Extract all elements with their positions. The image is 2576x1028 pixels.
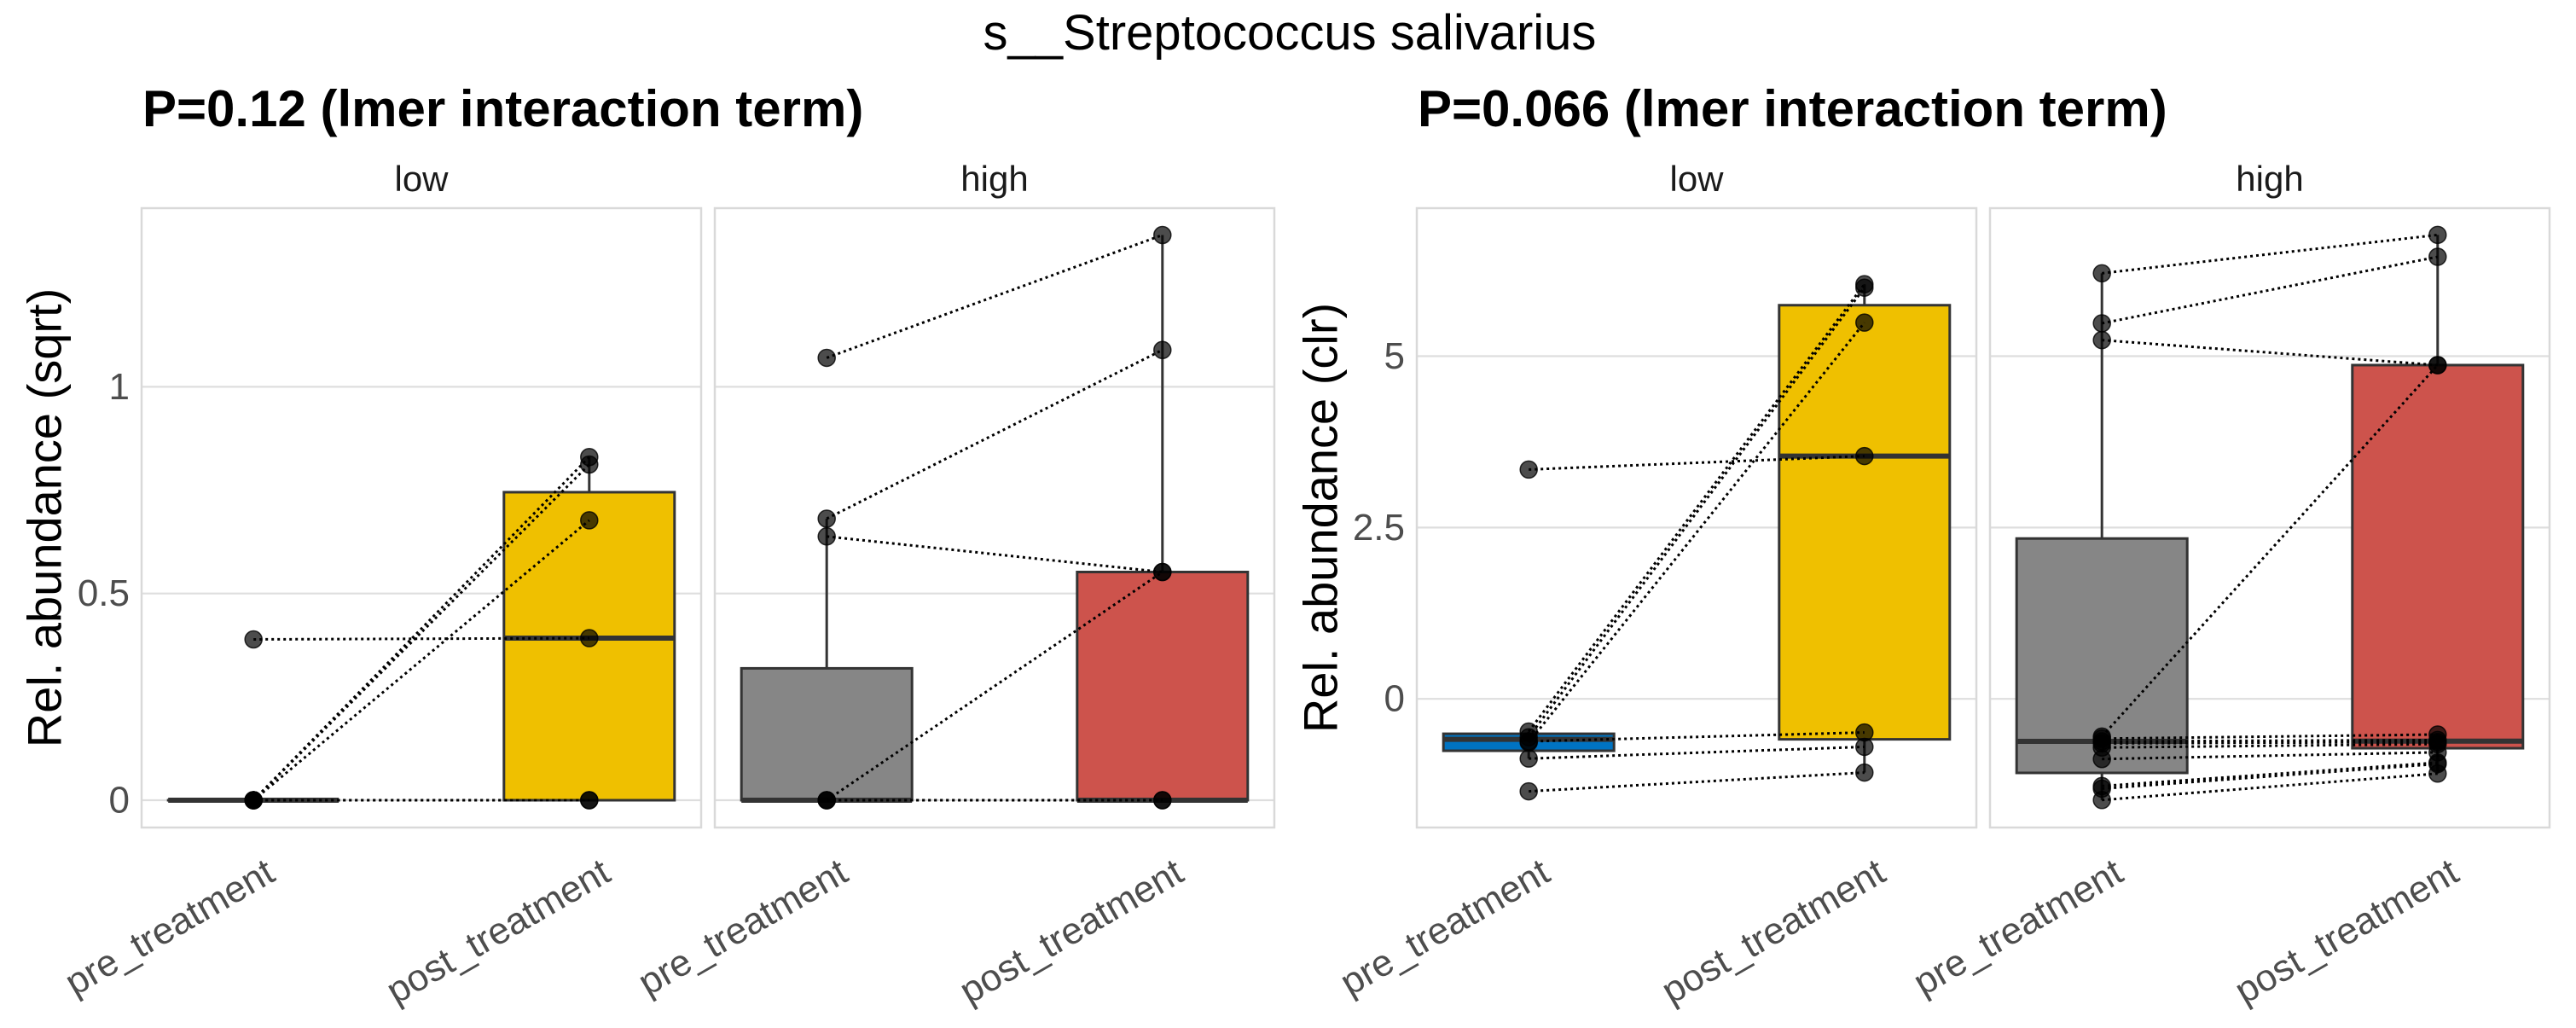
data-point	[1856, 448, 1873, 465]
x-tick-label: pre_treatment	[631, 851, 855, 1003]
data-point	[1856, 314, 1873, 331]
paired-line	[827, 350, 1163, 519]
facet-strip-label: high	[2236, 159, 2303, 199]
data-point	[2429, 248, 2446, 265]
y-tick-label: 0	[109, 780, 130, 822]
y-tick-label: 1	[109, 366, 130, 408]
data-point	[2093, 751, 2110, 768]
box	[1077, 572, 1248, 800]
x-tick-label: post_treatment	[1655, 851, 1893, 1012]
data-point	[2429, 226, 2446, 243]
data-point	[818, 792, 835, 809]
y-axis-label: Rel. abundance (clr)	[1294, 303, 1348, 733]
box	[741, 668, 912, 800]
data-point	[2429, 765, 2446, 782]
x-tick-label: post_treatment	[953, 851, 1191, 1012]
x-tick-label: pre_treatment	[1906, 851, 2130, 1003]
data-point	[581, 630, 598, 647]
data-point	[1520, 750, 1537, 767]
data-point	[2093, 264, 2110, 282]
x-tick-label: post_treatment	[2228, 851, 2466, 1012]
data-point	[245, 630, 262, 648]
facet-strip-label: low	[1669, 159, 1724, 199]
data-point	[818, 349, 835, 366]
paired-line	[2102, 235, 2438, 273]
data-point	[1856, 738, 1873, 755]
facet-strip-label: low	[394, 159, 449, 199]
paired-line	[827, 537, 1163, 572]
paired-line	[2102, 340, 2438, 365]
data-point	[2429, 357, 2446, 374]
paired-line	[2102, 257, 2438, 323]
main-title: s__Streptococcus salivarius	[983, 5, 1597, 61]
box	[2353, 365, 2523, 748]
data-point	[818, 510, 835, 527]
y-tick-label: 0	[1384, 678, 1405, 720]
paired-line	[827, 235, 1163, 358]
data-point	[1520, 783, 1537, 800]
plot-subtitle: P=0.12 (lmer interaction term)	[142, 80, 863, 137]
data-point	[2093, 792, 2110, 809]
x-tick-label: pre_treatment	[1333, 851, 1557, 1003]
data-point	[2093, 315, 2110, 332]
data-point	[2093, 332, 2110, 349]
data-point	[1856, 279, 1873, 296]
data-point	[1154, 227, 1171, 244]
plot-subtitle: P=0.066 (lmer interaction term)	[1418, 80, 2167, 137]
paired-line	[1529, 773, 1865, 792]
data-point	[1154, 563, 1171, 580]
data-point	[581, 456, 598, 473]
data-point	[1520, 733, 1537, 750]
facet-strip-label: high	[960, 159, 1028, 199]
y-tick-label: 5	[1384, 335, 1405, 377]
box	[1779, 305, 1950, 740]
data-point	[818, 528, 835, 545]
x-tick-label: post_treatment	[380, 851, 618, 1012]
y-axis-label: Rel. abundance (sqrt)	[18, 288, 72, 748]
y-tick-label: 0.5	[78, 572, 130, 614]
data-point	[1154, 792, 1171, 809]
data-point	[581, 792, 598, 809]
data-point	[245, 792, 262, 809]
x-tick-label: pre_treatment	[58, 851, 281, 1003]
data-point	[581, 512, 598, 529]
data-point	[1856, 764, 1873, 781]
y-tick-label: 2.5	[1353, 507, 1405, 549]
data-point	[1154, 341, 1171, 358]
data-point	[1520, 461, 1537, 478]
